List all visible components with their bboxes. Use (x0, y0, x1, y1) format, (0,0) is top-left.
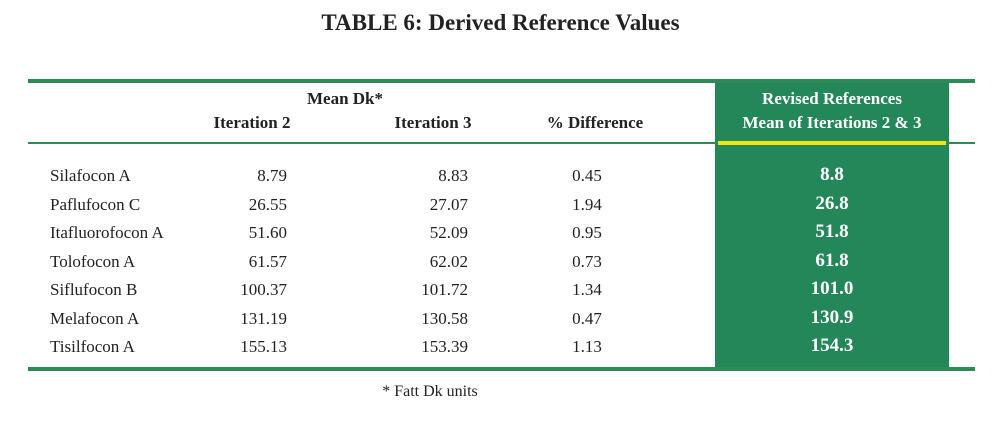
cell: 1.13 (572, 337, 602, 356)
row-label: Itafluorofocon A (50, 223, 164, 242)
cell: 8.83 (438, 166, 468, 185)
revised-value: 101.0 (810, 278, 854, 299)
cell: 155.13 (240, 337, 287, 356)
cell: 153.39 (421, 337, 468, 356)
cell: 130.58 (421, 308, 468, 328)
cell: 1.34 (572, 280, 602, 299)
cell: 51.60 (248, 223, 287, 242)
footnote: * Fatt Dk units (382, 383, 478, 400)
cell: 52.09 (429, 223, 468, 242)
row-label: Siflufocon B (50, 280, 138, 299)
cell: 0.45 (572, 166, 602, 185)
row-label: Paflufocon C (50, 194, 141, 214)
revised-value: 51.8 (815, 221, 849, 242)
row-label: Melafocon A (50, 308, 140, 328)
column-header: Iteration 2 (213, 113, 291, 132)
column-header: % Difference (546, 113, 644, 132)
bottom-rule (28, 367, 975, 371)
top-rule (28, 79, 975, 83)
header-rule (28, 142, 975, 144)
cell: 27.07 (429, 194, 468, 214)
cell: 100.37 (240, 280, 287, 299)
cell: 0.47 (572, 308, 602, 328)
revised-value: 130.9 (810, 306, 854, 328)
revised-value: 8.8 (820, 164, 844, 185)
cell: 26.55 (248, 194, 287, 214)
header-highlight (718, 141, 946, 145)
column-header: Iteration 3 (394, 113, 472, 132)
revised-value: 26.8 (815, 192, 849, 214)
table-title: TABLE 6: Derived Reference Values (321, 10, 680, 35)
group-header: Mean Dk* (306, 89, 384, 108)
revised-value: 61.8 (815, 249, 849, 271)
row-label: Tolofocon A (50, 251, 136, 271)
revised-header: Mean of Iterations 2 & 3 (742, 113, 922, 132)
cell: 1.94 (572, 194, 602, 214)
revised-value: 154.3 (810, 335, 854, 356)
cell: 0.73 (572, 251, 602, 271)
cell: 0.95 (572, 223, 602, 242)
cell: 8.79 (257, 166, 287, 185)
revised-column-bg (715, 80, 949, 370)
revised-header: Revised References (762, 89, 902, 108)
cell: 61.57 (248, 251, 287, 271)
row-label: Tisilfocon A (50, 337, 135, 356)
cell: 131.19 (240, 308, 287, 328)
row-label: Silafocon A (50, 166, 131, 185)
cell: 101.72 (421, 280, 468, 299)
cell: 62.02 (429, 251, 468, 271)
